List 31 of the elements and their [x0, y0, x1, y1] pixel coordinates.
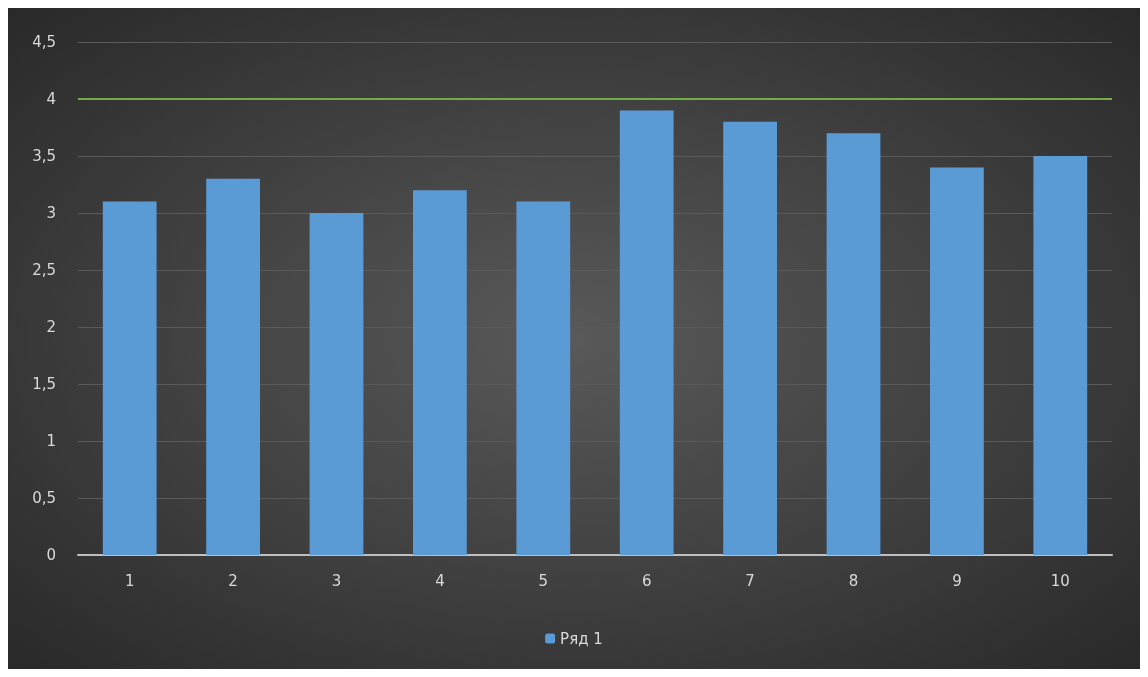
bar [723, 121, 777, 555]
y-tick-label: 2 [46, 318, 56, 336]
y-tick-label: 0,5 [32, 489, 56, 507]
y-tick-label: 0 [46, 546, 56, 564]
y-tick-label: 1,5 [32, 375, 56, 393]
bar [930, 167, 984, 555]
y-tick-label: 1 [46, 432, 56, 450]
bar [309, 213, 364, 555]
bar [1033, 156, 1088, 555]
x-tick-label: 4 [435, 571, 445, 590]
x-tick-label: 6 [641, 571, 652, 590]
bar [619, 110, 674, 555]
x-tick-label: 10 [1050, 571, 1070, 590]
bar [413, 190, 467, 555]
x-tick-label: 7 [745, 571, 755, 590]
bar [826, 133, 881, 555]
x-tick-label: 9 [952, 571, 962, 590]
legend-label: Ряд 1 [560, 629, 603, 648]
y-tick-label: 4,5 [32, 33, 56, 51]
y-tick-label: 3 [46, 204, 56, 222]
bar [102, 201, 157, 555]
bar [206, 178, 260, 555]
bar [516, 201, 571, 555]
x-tick-label: 8 [848, 571, 859, 590]
x-tick-label: 3 [331, 571, 342, 590]
x-tick-label: 2 [228, 571, 238, 590]
x-tick-label: 1 [124, 571, 135, 590]
y-tick-label: 4 [46, 90, 56, 108]
y-tick-label: 3,5 [32, 147, 56, 165]
y-tick-label: 2,5 [32, 261, 56, 279]
x-tick-label: 5 [538, 571, 549, 590]
